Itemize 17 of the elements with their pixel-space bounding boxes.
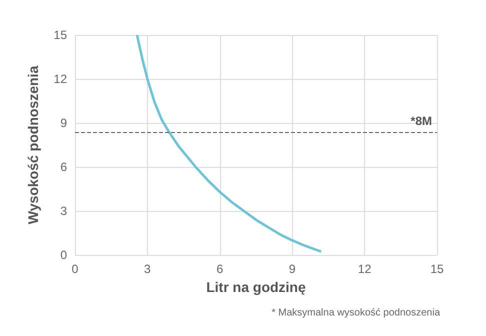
ref-line-label: *8M	[410, 114, 432, 128]
y-axis-title: Wysokość podnoszenia	[25, 66, 41, 224]
x-tick-label: 9	[288, 262, 296, 276]
y-tick-label: 0	[60, 248, 68, 262]
line-series	[136, 34, 322, 253]
y-tick-label: 15	[54, 28, 68, 42]
x-tick-label: 6	[216, 262, 224, 276]
text: * Maksymalna wysokość podnoszenia	[272, 308, 440, 318]
x-tick-label: 0	[72, 262, 79, 276]
x-tick-label: 3	[144, 262, 152, 276]
x-axis-title: Litr na godzinę	[206, 278, 306, 295]
x-tick-label: 15	[430, 262, 444, 276]
y-tick-label: 12	[54, 72, 68, 86]
y-tick-label: 6	[60, 160, 68, 174]
y-tick-label: 9	[60, 116, 68, 130]
y-tick-label: 3	[60, 204, 68, 218]
x-tick-label: 12	[358, 262, 372, 276]
